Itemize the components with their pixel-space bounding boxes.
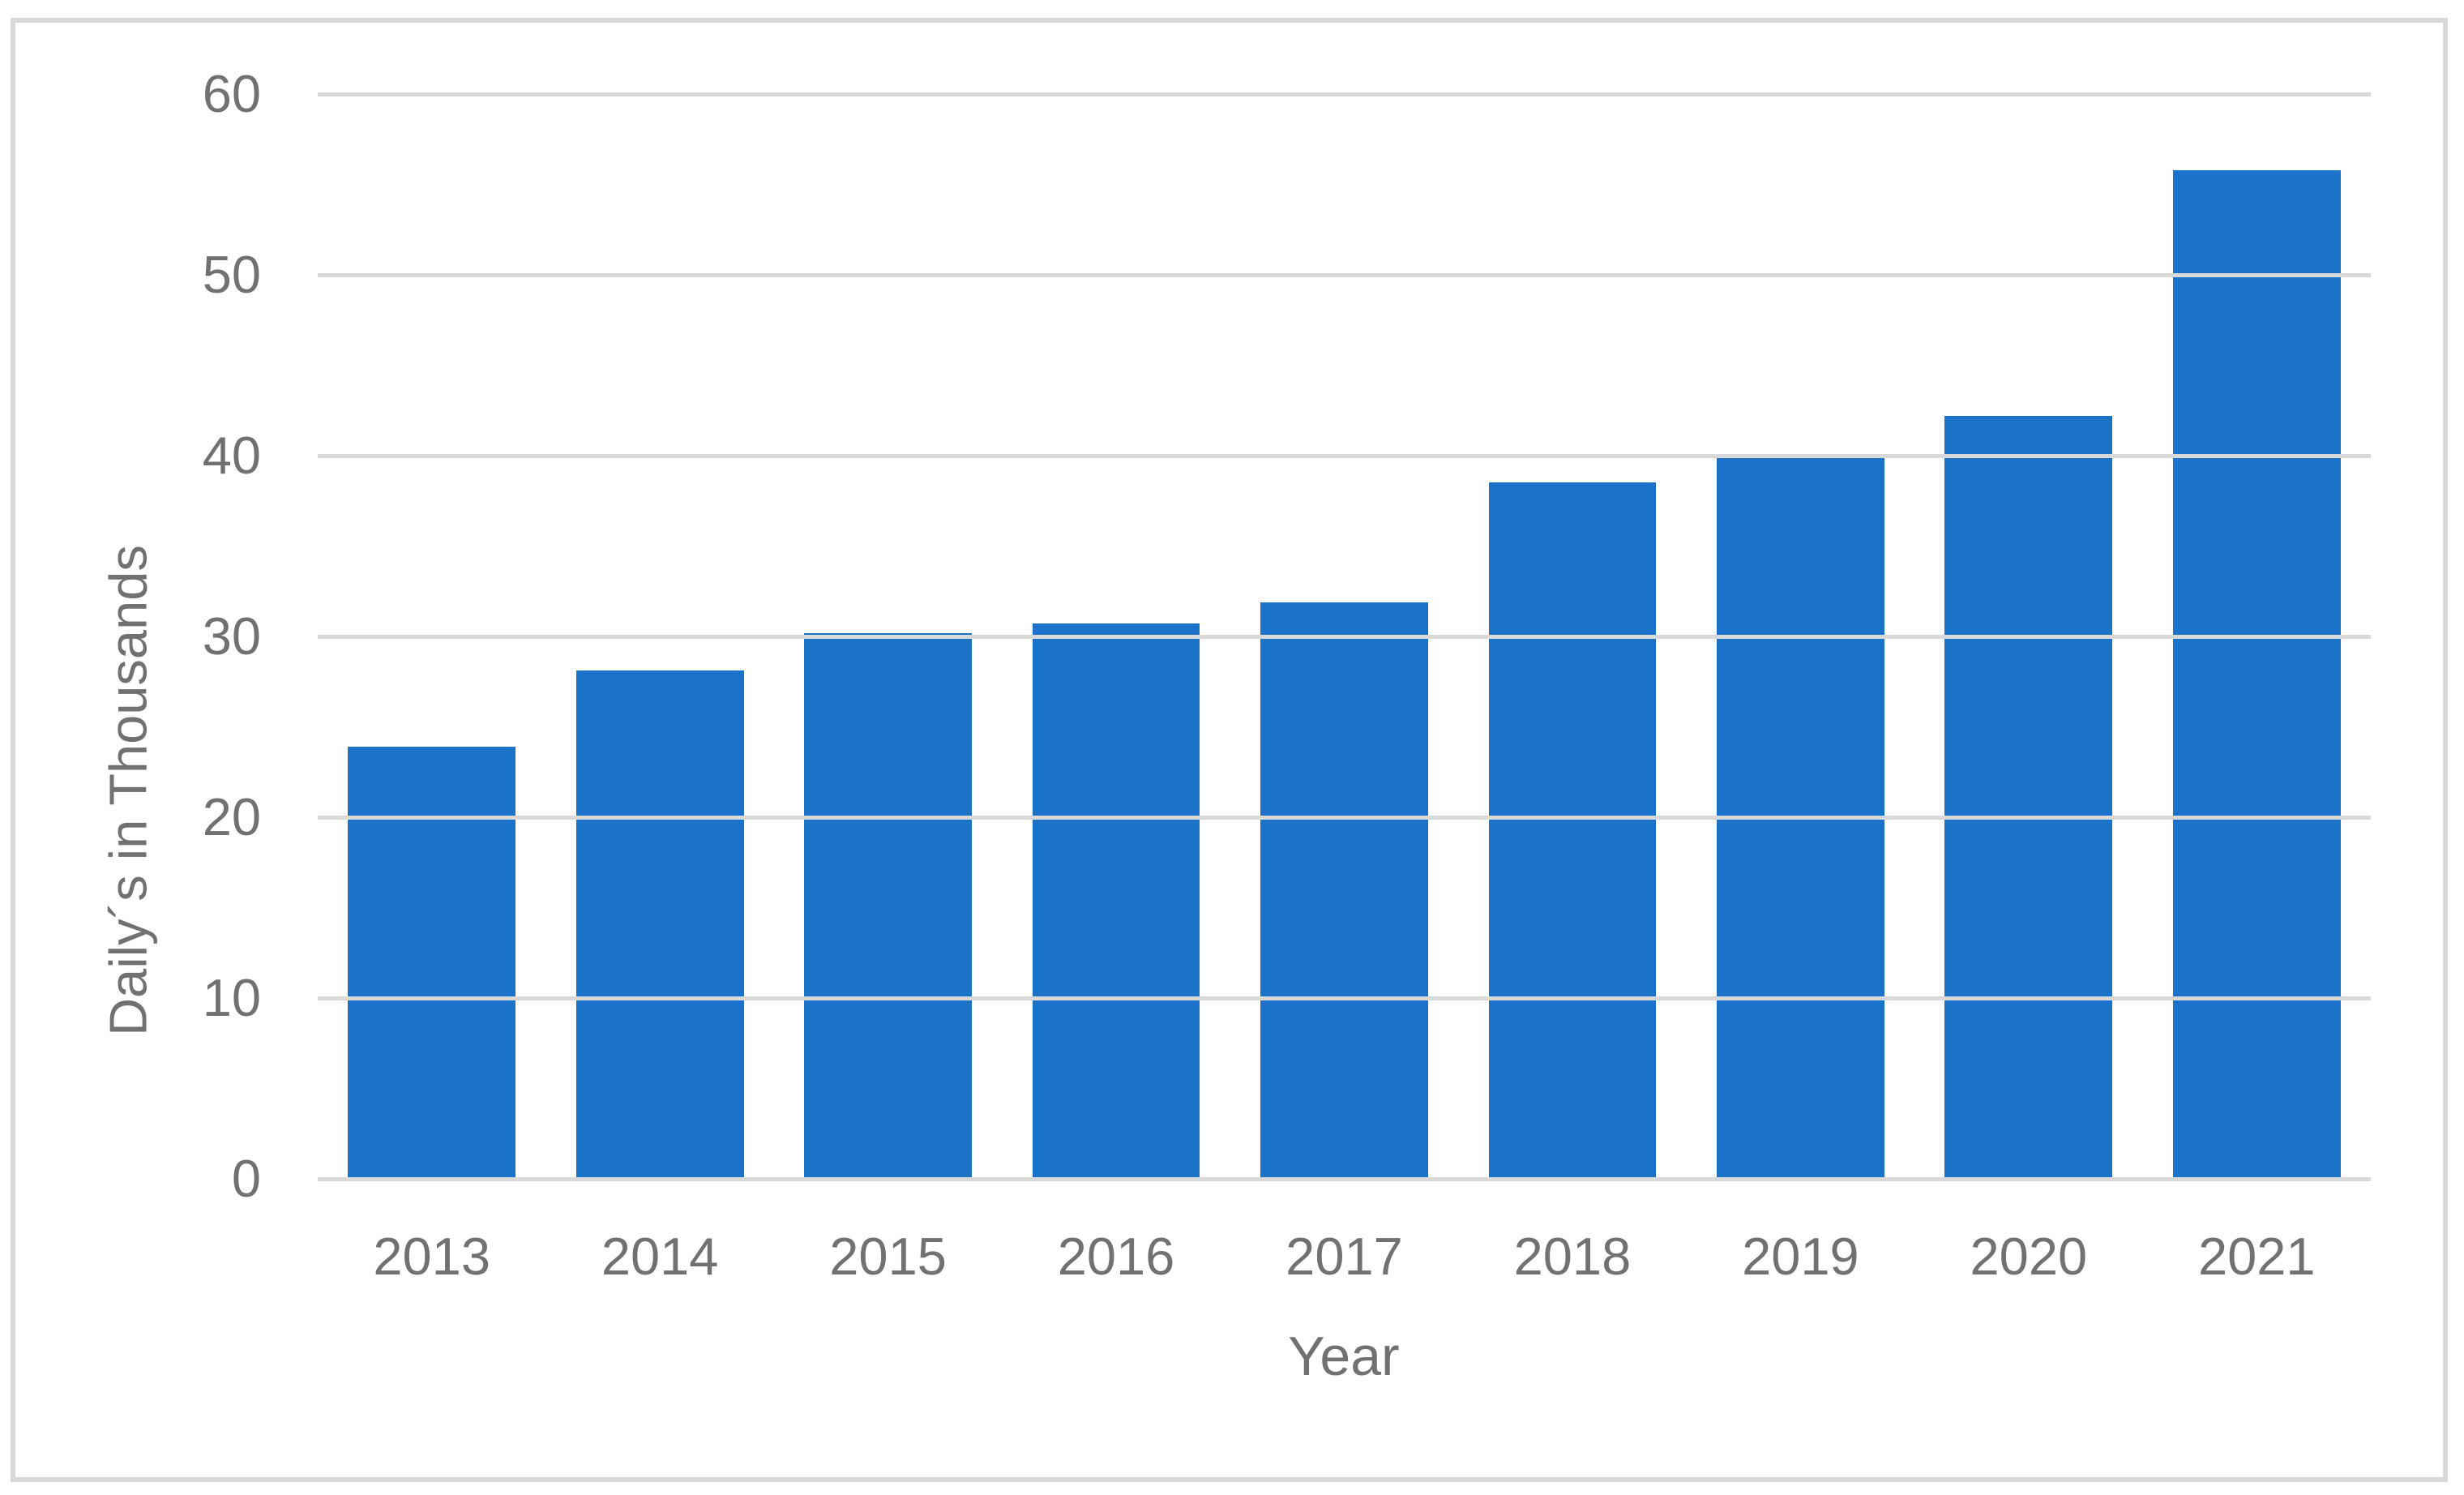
bar-2017 bbox=[1260, 602, 1428, 1179]
x-tick-label-2018: 2018 bbox=[1513, 1227, 1632, 1286]
bar-2016 bbox=[1032, 623, 1200, 1179]
y-tick-label-10: 10 bbox=[202, 968, 261, 1027]
bar-2018 bbox=[1488, 482, 1657, 1179]
gridline bbox=[318, 453, 2371, 458]
y-axis-title: Daily´s in Thousands bbox=[98, 545, 158, 1036]
bar-2014 bbox=[575, 670, 744, 1179]
x-tick-label-2013: 2013 bbox=[373, 1227, 491, 1286]
plot-area bbox=[318, 92, 2371, 1181]
bar-2013 bbox=[348, 747, 516, 1179]
gridline bbox=[318, 815, 2371, 820]
gridline bbox=[318, 92, 2371, 96]
x-tick-label-2021: 2021 bbox=[2197, 1227, 2316, 1286]
y-tick-label-40: 40 bbox=[202, 426, 261, 485]
x-tick-label-2020: 2020 bbox=[1970, 1227, 2088, 1286]
y-tick-label-20: 20 bbox=[202, 787, 261, 846]
y-tick-label-60: 60 bbox=[202, 64, 261, 123]
x-tick-label-2014: 2014 bbox=[601, 1227, 719, 1286]
y-tick-label-0: 0 bbox=[231, 1149, 261, 1208]
gridline bbox=[318, 634, 2371, 639]
x-tick-label-2015: 2015 bbox=[829, 1227, 947, 1286]
bar-2015 bbox=[804, 632, 973, 1179]
gridline bbox=[318, 996, 2371, 1000]
x-tick-label-2019: 2019 bbox=[1742, 1227, 1859, 1286]
gridline bbox=[318, 272, 2371, 277]
bar-2020 bbox=[1944, 415, 2113, 1179]
x-axis-line bbox=[318, 1176, 2371, 1181]
x-tick-label-2017: 2017 bbox=[1285, 1227, 1403, 1286]
x-axis-title: Year bbox=[1288, 1326, 1400, 1387]
x-tick-label-2016: 2016 bbox=[1057, 1227, 1175, 1286]
y-tick-label-50: 50 bbox=[202, 245, 261, 304]
y-tick-label-30: 30 bbox=[202, 606, 261, 666]
bar-2021 bbox=[2172, 169, 2341, 1179]
